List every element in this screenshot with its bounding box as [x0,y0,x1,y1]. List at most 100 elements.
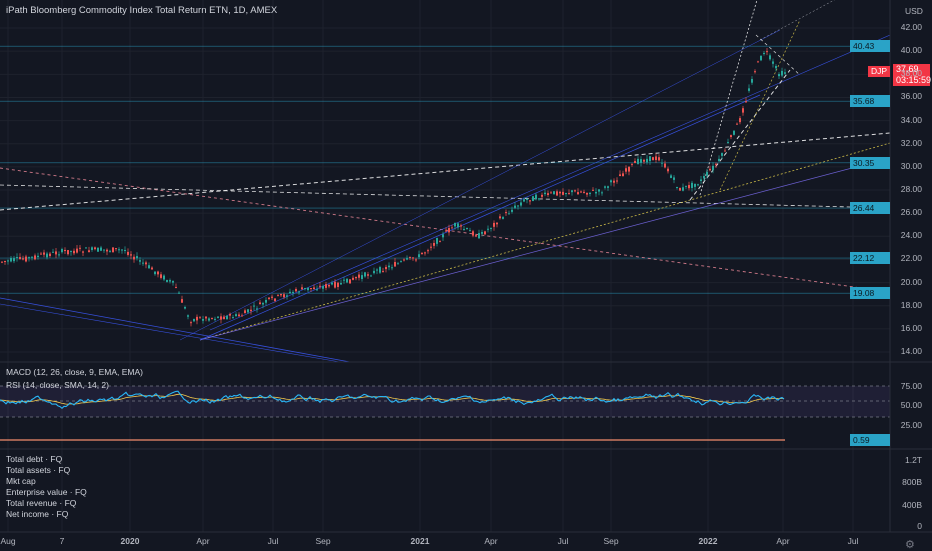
candle-body [604,186,606,188]
candle-body [775,65,777,69]
candle-body [253,305,255,307]
candle-body [355,276,357,279]
level-price-tag: 26.44 [850,202,890,215]
candle-body [364,272,366,277]
candle-body [85,247,87,249]
candle-body [283,294,285,298]
rsi-label[interactable]: RSI (14, close, SMA, 14, 2) [6,380,109,390]
candle-body [223,316,225,320]
candle-body [766,51,768,53]
candle-body [556,191,558,196]
candle-body [694,183,696,187]
macd-label[interactable]: MACD (12, 26, close, 9, EMA, EMA) [6,367,143,377]
candle-body [421,252,423,255]
candle-body [712,165,714,171]
candle-body [88,250,90,253]
candle-body [46,253,48,258]
candle-body [427,250,429,252]
candle-body [544,192,546,195]
candle-body [655,156,657,161]
candle-body [409,256,411,258]
time-axis-label: Apr [196,536,210,546]
candle-body [193,318,195,322]
candle-body [148,265,150,269]
candle-body [265,299,267,303]
candle-body [760,55,762,61]
candle-body [397,263,399,265]
candle-body [400,261,402,263]
trend-line [199,157,891,341]
price-axis-label: 14.00 [900,346,922,356]
candle-body [292,291,294,294]
candle-body [475,235,477,237]
financials-axis-label: 400B [902,500,922,510]
grid-lines [0,0,890,532]
candle-body [700,179,702,181]
candle-body [718,158,720,162]
candle-body [619,174,621,177]
candle-body [490,227,492,229]
financial-metric-label: Total debt · FQ [6,454,63,464]
settings-gear-icon[interactable]: ⚙ [905,539,915,551]
candle-body [568,193,570,195]
candle-body [652,157,654,161]
candle-body [82,251,84,253]
level-price-tag: 30.35 [850,156,890,169]
candle-body [100,247,102,251]
candle-body [430,246,432,248]
trend-line [0,167,891,293]
candle-body [76,248,78,253]
price-axis-label: 26.00 [900,207,922,218]
financial-metric-label: Mkt cap [6,476,36,486]
candle-body [487,228,489,230]
candle-body [634,161,636,164]
candle-body [157,271,159,275]
level-price-tag: 22.12 [850,252,890,265]
candle-body [589,192,591,194]
financial-metric-label: Total assets · FQ [6,465,71,475]
trend-line [179,29,781,341]
candle-body [190,322,192,324]
candle-body [316,289,318,291]
candle-body [382,270,384,272]
level-price-tag: 35.68 [850,95,890,108]
trend-line [759,0,835,41]
candle-body [538,198,540,200]
candle-body [436,237,438,244]
candle-body [418,254,420,258]
candle-body [301,287,303,290]
candle-body [40,253,42,255]
candle-body [502,217,504,219]
rsi-line [0,390,785,410]
price-axis-label: 36.00 [900,91,922,102]
candle-body [547,193,549,196]
candle-body [328,284,330,287]
candle-body [613,180,615,183]
candle-body [145,262,147,265]
candle-body [94,247,96,250]
candle-body [601,192,603,194]
candle-body [169,280,171,282]
candle-body [340,283,342,285]
candle-body [196,316,198,321]
candle-body [142,262,144,264]
candle-body [202,318,204,321]
candle-body [448,228,450,233]
candle-body [445,230,447,232]
candle-body [70,250,72,252]
candle-body [163,275,165,280]
candle-body [79,247,81,249]
candle-body [499,216,501,219]
candle-body [742,108,744,113]
candle-body [484,231,486,235]
candle-body [154,271,156,275]
candle-body [139,260,141,262]
candle-body [631,163,633,165]
time-axis-label: 2020 [120,536,140,546]
candle-body [628,166,630,172]
candle-body [217,316,219,318]
candle-body [199,317,201,319]
candle-body [532,196,534,202]
price-axis-label: 20.00 [900,276,922,287]
